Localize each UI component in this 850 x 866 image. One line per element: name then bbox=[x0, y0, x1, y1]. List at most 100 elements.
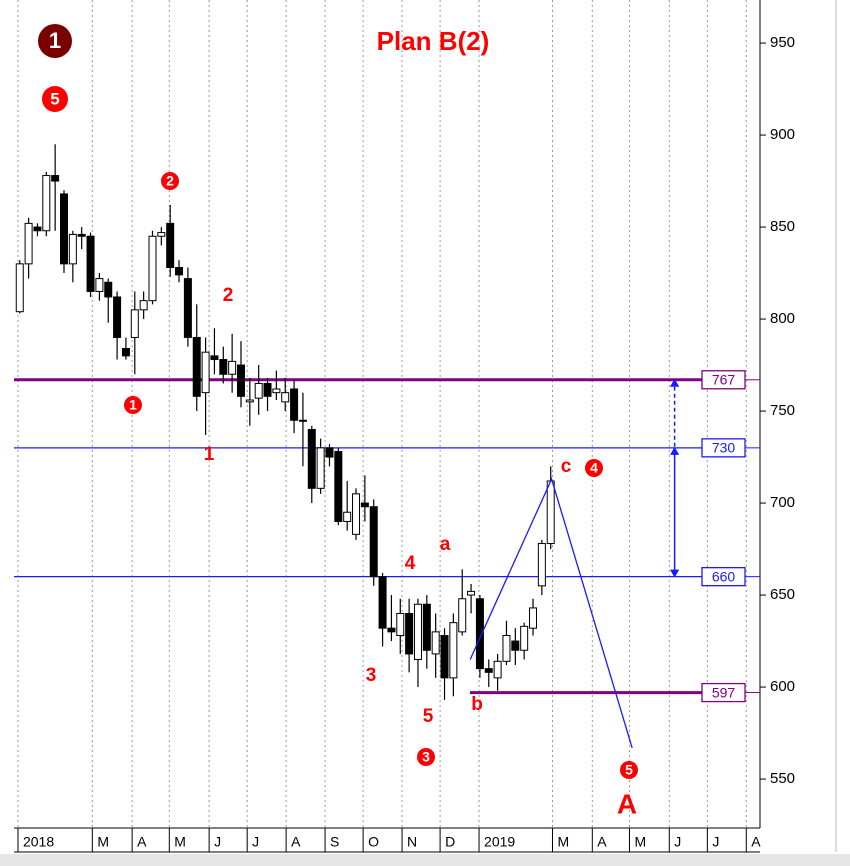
x-tick-label: A bbox=[751, 834, 761, 850]
x-tick-label: J bbox=[214, 834, 221, 850]
annotation: c bbox=[561, 456, 572, 477]
candle-body bbox=[431, 631, 440, 655]
arrow-head bbox=[670, 446, 680, 456]
bottom-strip bbox=[0, 854, 850, 866]
candle-body bbox=[15, 263, 24, 313]
candle-body bbox=[33, 226, 42, 232]
level-box bbox=[701, 682, 746, 703]
annotation: 4 bbox=[405, 553, 416, 574]
candle-body bbox=[263, 382, 272, 397]
arrow-head bbox=[670, 569, 680, 578]
y-tick-label: 600 bbox=[770, 678, 795, 695]
annotation: 2 bbox=[223, 285, 234, 306]
annotation: b bbox=[471, 694, 483, 715]
x-tick-label: A bbox=[597, 834, 607, 850]
candle-body bbox=[281, 392, 290, 403]
candle-body bbox=[236, 364, 245, 397]
wave-circle bbox=[585, 459, 603, 477]
x-tick-label: A bbox=[137, 834, 147, 850]
candle-body bbox=[86, 235, 95, 292]
x-tick-label: M bbox=[174, 834, 186, 850]
level-label: 730 bbox=[712, 440, 736, 456]
x-tick-label: 2019 bbox=[484, 834, 515, 850]
wave-circle bbox=[38, 24, 72, 58]
annotation: a bbox=[440, 534, 451, 555]
candle-body bbox=[387, 627, 396, 633]
candle-body bbox=[210, 355, 219, 361]
candle-body bbox=[77, 233, 86, 237]
x-tick-label: O bbox=[368, 834, 379, 850]
y-tick-label: 800 bbox=[770, 310, 795, 327]
candle-body bbox=[175, 267, 184, 276]
candle-body bbox=[148, 235, 157, 302]
candle-body bbox=[245, 399, 254, 403]
wave-circle bbox=[161, 172, 179, 190]
wave-circle bbox=[124, 396, 142, 414]
annotations: 1 5 2 2 1 1 3 4 a 5 3 b c 4 5 A bbox=[38, 24, 638, 819]
candle-body bbox=[219, 359, 228, 375]
candle-body bbox=[467, 590, 476, 596]
candle-body bbox=[511, 640, 520, 651]
annotation: 3 bbox=[422, 749, 430, 765]
candle-body bbox=[537, 543, 546, 587]
wave-line bbox=[469, 477, 633, 748]
candle-body bbox=[42, 175, 51, 232]
candle-body bbox=[290, 388, 299, 421]
x-tick-label: J bbox=[252, 834, 259, 850]
x-tick-label: D bbox=[445, 834, 455, 850]
x-tick-label: S bbox=[330, 834, 339, 850]
candle-body bbox=[493, 660, 502, 679]
candle-body bbox=[254, 382, 263, 399]
candle-body bbox=[360, 502, 369, 508]
x-tick-label: J bbox=[712, 834, 719, 850]
candle-body bbox=[139, 300, 148, 311]
candle-body bbox=[104, 281, 113, 298]
wave-circle bbox=[417, 748, 435, 766]
level-label: 660 bbox=[712, 568, 736, 584]
candle-body bbox=[378, 576, 387, 629]
candle-body bbox=[529, 607, 538, 629]
candle-body bbox=[121, 347, 130, 357]
candle-body bbox=[475, 598, 484, 670]
candle-body bbox=[413, 603, 422, 660]
annotation: A bbox=[617, 788, 637, 819]
candle-body bbox=[157, 232, 166, 237]
x-tick-label: M bbox=[634, 834, 646, 850]
candle-body bbox=[369, 506, 378, 578]
y-tick-label: 550 bbox=[770, 770, 795, 787]
candle-body bbox=[440, 635, 449, 679]
candle-body bbox=[405, 612, 414, 655]
annotation: 5 bbox=[50, 89, 59, 108]
x-tick-label: M bbox=[97, 834, 109, 850]
x-tick-label: 2018 bbox=[23, 834, 54, 850]
candle-body bbox=[316, 447, 325, 489]
y-tick-label: 650 bbox=[770, 586, 795, 603]
chart-title: Plan B(2) bbox=[377, 26, 490, 56]
candle-body bbox=[343, 511, 352, 522]
candle-body bbox=[502, 635, 511, 662]
x-tick-label: A bbox=[291, 834, 301, 850]
candle-body bbox=[546, 480, 555, 545]
candle-body bbox=[166, 222, 175, 269]
candle-body bbox=[183, 278, 192, 338]
candle-body bbox=[272, 388, 281, 394]
annotation: 1 bbox=[129, 397, 137, 413]
candle-body bbox=[68, 233, 77, 265]
level-label: 767 bbox=[712, 371, 736, 387]
candle-body bbox=[334, 451, 343, 522]
candle-body bbox=[422, 603, 431, 651]
x-tick-label: N bbox=[407, 834, 417, 850]
candle-body bbox=[51, 175, 60, 182]
candle-body bbox=[484, 668, 493, 673]
candle-body bbox=[95, 278, 104, 292]
y-tick-label: 750 bbox=[770, 402, 795, 419]
annotation: 2 bbox=[166, 173, 174, 189]
level-box bbox=[701, 567, 746, 587]
x-tick-label: J bbox=[674, 834, 681, 850]
annotation: 1 bbox=[204, 444, 215, 465]
candle-body bbox=[24, 222, 33, 265]
candle-body bbox=[59, 193, 68, 265]
candle-body bbox=[113, 296, 122, 338]
